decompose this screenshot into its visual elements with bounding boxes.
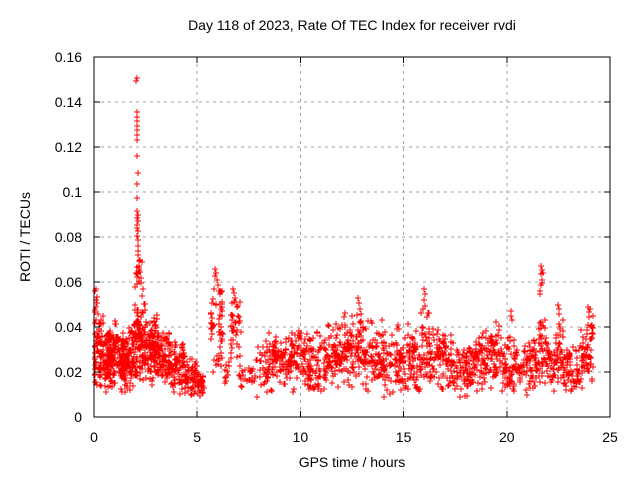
x-tick-label: 20 (499, 429, 515, 445)
y-tick-label: 0.08 (55, 229, 82, 245)
y-tick-label: 0.16 (55, 49, 82, 65)
y-tick-label: 0.14 (55, 94, 82, 110)
x-tick-label: 10 (293, 429, 309, 445)
grid-lines (94, 57, 610, 417)
x-tick-label: 25 (602, 429, 618, 445)
chart-title: Day 118 of 2023, Rate Of TEC Index for r… (188, 17, 516, 33)
roti-plus-markers (92, 75, 596, 400)
data-points (92, 75, 596, 400)
y-tick-label: 0.06 (55, 274, 82, 290)
x-tick-label: 5 (193, 429, 201, 445)
y-axis-label: ROTI / TECUs (17, 192, 33, 282)
x-axis-label: GPS time / hours (299, 454, 406, 470)
y-tick-label: 0.12 (55, 139, 82, 155)
x-tick-label: 0 (90, 429, 98, 445)
y-tick-label: 0.1 (63, 184, 83, 200)
y-tick-label: 0.02 (55, 364, 82, 380)
tick-labels: 0 5 10 15 20 25 0 0.02 0.04 0.06 0.08 0.1 0.12 0.14 0.… (55, 49, 618, 445)
x-tick-label: 15 (396, 429, 412, 445)
y-tick-label: 0.04 (55, 319, 82, 335)
axis-ticks (93, 56, 611, 418)
y-tick-label: 0 (74, 409, 82, 425)
